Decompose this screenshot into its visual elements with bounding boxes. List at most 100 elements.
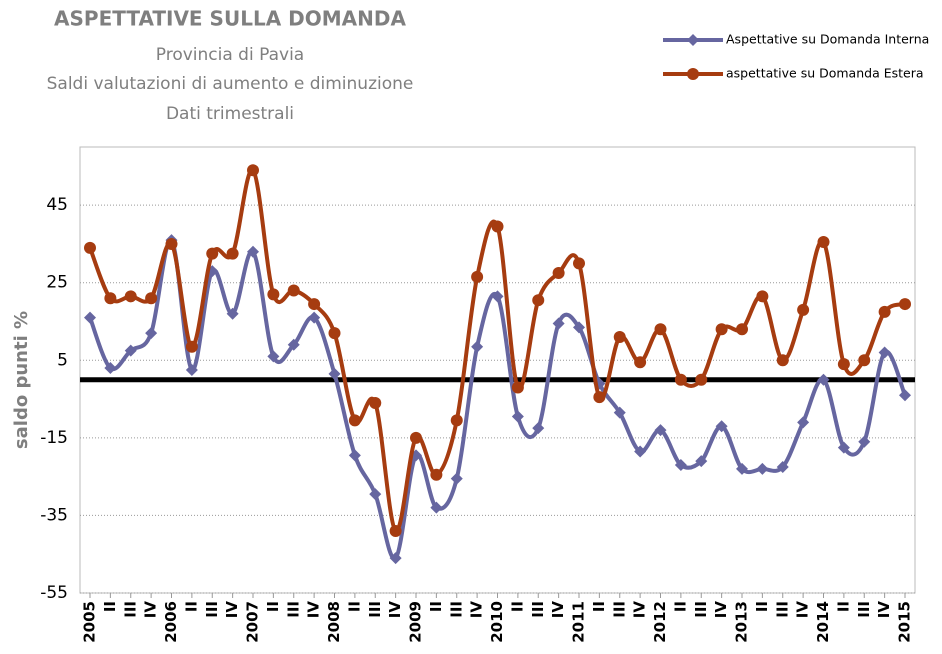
x-tick-label: III xyxy=(773,601,791,618)
x-tick-label: IV xyxy=(305,601,323,619)
legend-marker xyxy=(687,34,699,46)
subtitle: Provincia di Pavia xyxy=(156,45,304,65)
data-point xyxy=(287,338,300,351)
data-point xyxy=(736,462,748,475)
x-tick-label: III xyxy=(366,601,384,618)
x-tick-label: II xyxy=(345,601,363,612)
x-tick-label: IV xyxy=(875,601,893,619)
data-point xyxy=(837,358,850,371)
data-point xyxy=(817,236,830,249)
data-point xyxy=(165,237,178,250)
x-tick-label: IV xyxy=(631,601,649,619)
x-tick-label: 2007 xyxy=(244,601,262,643)
x-tick-label: III xyxy=(203,601,221,618)
x-tick-label: IV xyxy=(142,601,160,619)
data-point xyxy=(308,311,321,324)
data-point xyxy=(552,267,565,280)
data-point xyxy=(430,468,443,481)
legend-label: Aspettative su Domanda Interna xyxy=(726,32,929,47)
x-tick-label: II xyxy=(671,601,689,612)
y-tick-label: 45 xyxy=(46,195,68,215)
x-tick-label: 2015 xyxy=(896,601,914,643)
data-point xyxy=(308,298,321,311)
subtitle: Dati trimestrali xyxy=(166,104,294,124)
data-point xyxy=(511,381,524,394)
data-point xyxy=(532,422,545,435)
data-point xyxy=(185,364,198,376)
data-point xyxy=(511,410,524,423)
data-point xyxy=(695,373,708,386)
y-tick-label: 5 xyxy=(57,350,68,370)
data-point xyxy=(84,311,96,324)
data-point xyxy=(124,290,137,303)
plot-frame xyxy=(79,146,916,594)
data-point xyxy=(837,441,850,454)
data-point xyxy=(573,321,585,334)
data-point xyxy=(593,391,606,404)
data-point xyxy=(797,416,810,429)
subtitle: Saldi valutazioni di aumento e diminuzio… xyxy=(47,74,414,94)
data-point xyxy=(369,488,382,501)
x-tick-label: III xyxy=(529,601,547,618)
legend-label: aspettative su Domanda Estera xyxy=(726,66,924,81)
data-point xyxy=(858,435,871,448)
x-tick-label: 2010 xyxy=(488,601,506,643)
data-point xyxy=(267,350,280,363)
x-tick-label: II xyxy=(427,601,445,612)
x-tick-label: II xyxy=(101,601,119,612)
data-point xyxy=(776,354,789,367)
data-point xyxy=(491,290,504,303)
data-point xyxy=(634,445,647,458)
data-point xyxy=(145,292,158,305)
x-tick-label: II xyxy=(590,601,608,612)
data-point xyxy=(389,552,402,565)
x-tick-label: 2011 xyxy=(570,601,588,643)
x-tick-label: IV xyxy=(386,601,404,619)
data-point xyxy=(389,524,402,537)
data-point xyxy=(328,367,341,380)
data-point xyxy=(654,323,667,336)
y-tick-label: 25 xyxy=(46,273,68,293)
data-point xyxy=(552,317,565,330)
x-tick-label: 2012 xyxy=(651,601,669,643)
x-tick-label: 2005 xyxy=(81,601,99,643)
x-tick-label: III xyxy=(610,601,628,618)
data-point xyxy=(573,257,585,270)
data-point xyxy=(226,307,239,320)
x-tick-label: IV xyxy=(549,601,567,619)
data-point xyxy=(84,241,96,254)
series-line xyxy=(88,238,907,561)
data-point xyxy=(613,331,626,344)
data-point xyxy=(247,245,259,258)
x-tick-label: 2008 xyxy=(325,601,343,643)
data-point xyxy=(715,323,728,336)
data-point xyxy=(471,340,484,353)
y-tick-label: -55 xyxy=(40,583,68,603)
data-point xyxy=(287,284,300,297)
data-point xyxy=(145,327,158,340)
x-tick-label: III xyxy=(447,601,465,618)
data-point xyxy=(674,459,687,472)
x-tick-label: 2006 xyxy=(162,601,180,643)
data-point xyxy=(736,323,748,336)
x-tick-label: II xyxy=(264,601,282,612)
y-tick-label: -35 xyxy=(40,505,68,525)
x-tick-label: III xyxy=(284,601,302,618)
data-point xyxy=(369,396,382,409)
data-point xyxy=(450,472,463,485)
data-point xyxy=(104,292,117,305)
data-point xyxy=(247,164,259,177)
data-point xyxy=(348,449,361,462)
chart-title: ASPETTATIVE SULLA DOMANDA xyxy=(54,7,406,31)
data-point xyxy=(267,288,280,301)
data-point xyxy=(124,344,137,357)
data-point xyxy=(328,327,341,340)
x-tick-label: 2013 xyxy=(733,601,751,643)
data-point xyxy=(817,373,830,386)
data-point xyxy=(858,354,871,367)
data-point xyxy=(797,303,810,316)
y-axis-label: saldo punti % xyxy=(11,311,32,449)
x-tick-label: 2009 xyxy=(407,601,425,643)
x-tick-label: IV xyxy=(712,601,730,619)
